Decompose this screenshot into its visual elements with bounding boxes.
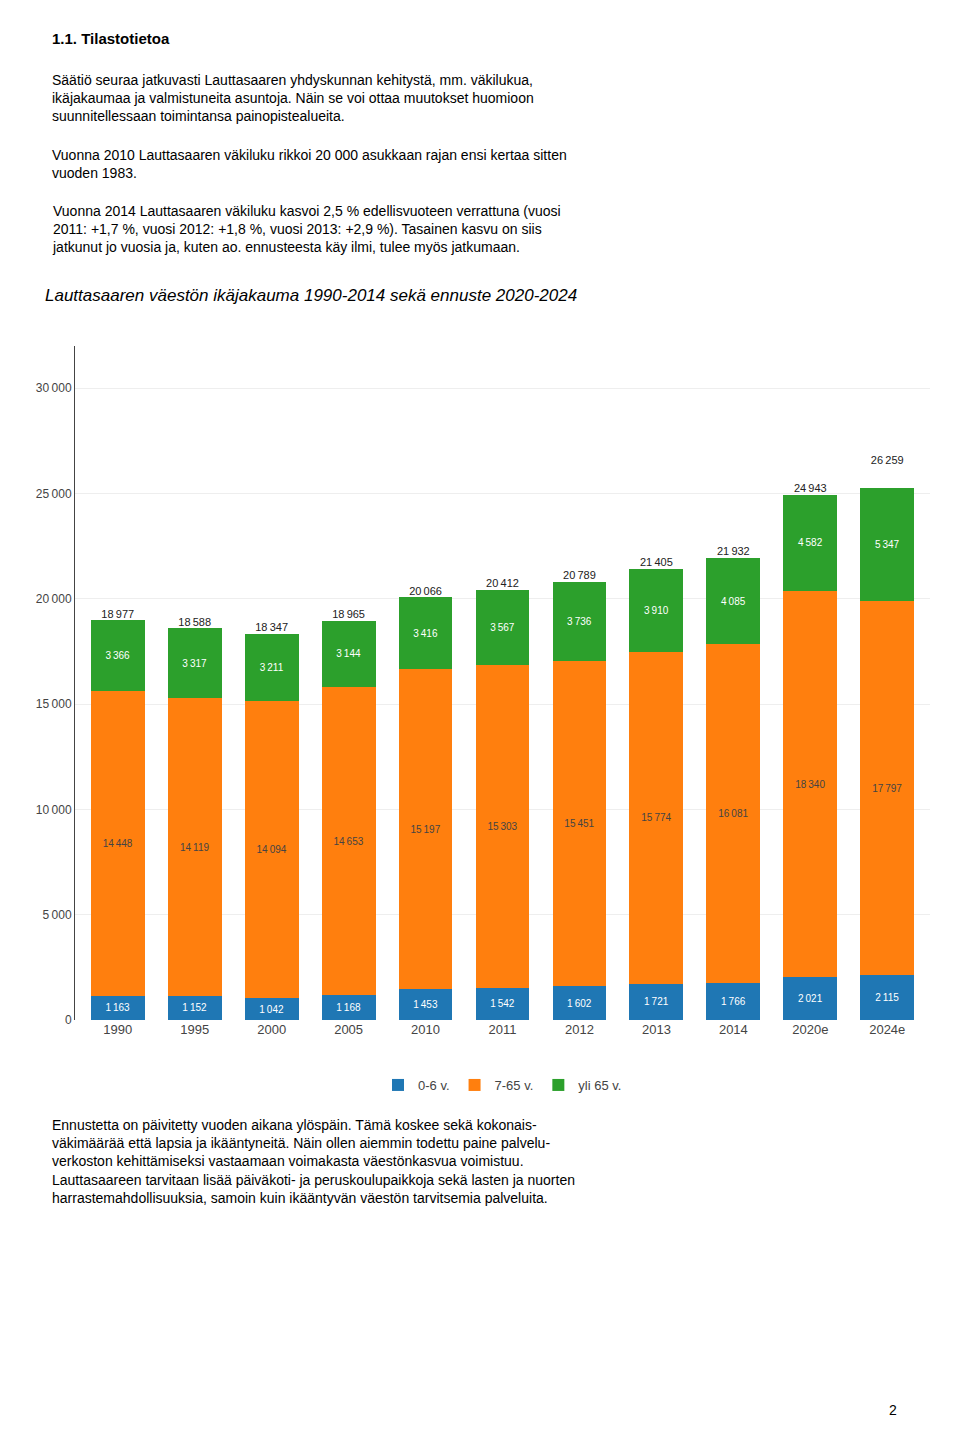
svg-text:Vuonna 2010 Lauttasaaren väkil: Vuonna 2010 Lauttasaaren väkiluku rikkoi…	[52, 147, 567, 181]
svg-text:14 653: 14 653	[333, 836, 363, 847]
svg-text:1 602: 1 602	[567, 998, 592, 1009]
svg-text:2000: 2000	[257, 1022, 286, 1037]
svg-text:18 340: 18 340	[795, 779, 825, 790]
svg-text:4 582: 4 582	[798, 537, 823, 548]
svg-text:3 317: 3 317	[182, 658, 207, 669]
svg-text:2011: 2011	[489, 1022, 517, 1037]
svg-text:10 000: 10 000	[36, 803, 72, 817]
svg-text:14 119: 14 119	[180, 842, 210, 853]
svg-text:2005: 2005	[334, 1022, 363, 1037]
svg-text:15 303: 15 303	[487, 821, 517, 832]
svg-text:15 000: 15 000	[36, 697, 72, 711]
svg-text:21 932: 21 932	[717, 545, 750, 557]
svg-text:7-65 v.: 7-65 v.	[495, 1078, 534, 1093]
svg-text:5 000: 5 000	[42, 908, 71, 922]
svg-text:20 066: 20 066	[409, 585, 442, 597]
svg-text:25 000: 25 000	[36, 487, 72, 501]
svg-text:Vuonna 2014 Lauttasaaren väkil: Vuonna 2014 Lauttasaaren väkiluku kasvoi…	[52, 203, 561, 255]
svg-text:17 797: 17 797	[872, 783, 902, 794]
svg-text:3 567: 3 567	[490, 622, 515, 633]
svg-text:15 197: 15 197	[410, 824, 440, 835]
svg-text:20 412: 20 412	[486, 577, 519, 589]
svg-text:2012: 2012	[565, 1022, 594, 1037]
svg-text:20 000: 20 000	[36, 592, 72, 606]
svg-text:3 416: 3 416	[413, 628, 438, 639]
svg-text:14 094: 14 094	[257, 844, 287, 855]
svg-text:5 347: 5 347	[875, 539, 900, 550]
svg-text:30 000: 30 000	[36, 381, 72, 395]
svg-text:2014: 2014	[719, 1022, 748, 1037]
svg-text:1 042: 1 042	[259, 1004, 284, 1015]
svg-text:1 163: 1 163	[105, 1002, 130, 1013]
svg-text:3 144: 3 144	[336, 648, 361, 659]
svg-text:2 021: 2 021	[798, 993, 823, 1004]
svg-text:18 588: 18 588	[178, 616, 211, 628]
svg-text:1 721: 1 721	[644, 996, 669, 1007]
svg-text:18 347: 18 347	[255, 621, 288, 633]
svg-text:1 152: 1 152	[182, 1002, 207, 1013]
svg-text:3 910: 3 910	[644, 605, 669, 616]
svg-text:1 542: 1 542	[490, 998, 515, 1009]
svg-text:21 405: 21 405	[640, 556, 673, 568]
svg-text:15 774: 15 774	[641, 812, 671, 823]
svg-text:1 453: 1 453	[413, 999, 438, 1010]
svg-text:24 943: 24 943	[794, 482, 827, 494]
svg-text:20 789: 20 789	[563, 569, 596, 581]
svg-text:2010: 2010	[411, 1022, 440, 1037]
svg-text:18 977: 18 977	[101, 608, 134, 620]
svg-text:Ennustetta on päivitetty vuode: Ennustetta on päivitetty vuoden aikana y…	[52, 1117, 575, 1206]
svg-text:2013: 2013	[642, 1022, 671, 1037]
svg-text:0-6 v.: 0-6 v.	[418, 1078, 450, 1093]
svg-text:3 366: 3 366	[105, 650, 130, 661]
svg-text:3 736: 3 736	[567, 616, 592, 627]
svg-text:16 081: 16 081	[718, 808, 748, 819]
svg-text:Lauttasaaren väestön ikäjakaum: Lauttasaaren väestön ikäjakauma 1990-201…	[45, 286, 577, 305]
svg-text:1.1. Tilastotietoa: 1.1. Tilastotietoa	[52, 30, 170, 47]
svg-text:3 211: 3 211	[260, 662, 284, 673]
svg-text:Säätiö seuraa jatkuvasti Lautt: Säätiö seuraa jatkuvasti Lauttasaaren yh…	[52, 72, 534, 124]
svg-text:1990: 1990	[103, 1022, 132, 1037]
svg-text:2 115: 2 115	[875, 992, 899, 1003]
svg-text:2024e: 2024e	[869, 1022, 905, 1037]
svg-text:4 085: 4 085	[721, 596, 746, 607]
svg-text:1 766: 1 766	[721, 996, 746, 1007]
svg-text:1995: 1995	[180, 1022, 209, 1037]
svg-text:0: 0	[65, 1013, 72, 1027]
svg-text:18 965: 18 965	[332, 608, 365, 620]
svg-text:15 451: 15 451	[564, 818, 594, 829]
svg-text:1 168: 1 168	[336, 1002, 361, 1013]
svg-text:2020e: 2020e	[792, 1022, 828, 1037]
svg-text:14 448: 14 448	[103, 838, 133, 849]
svg-text:2: 2	[889, 1402, 897, 1418]
svg-text:26 259: 26 259	[871, 454, 904, 466]
svg-text:yli 65 v.: yli 65 v.	[578, 1078, 621, 1093]
